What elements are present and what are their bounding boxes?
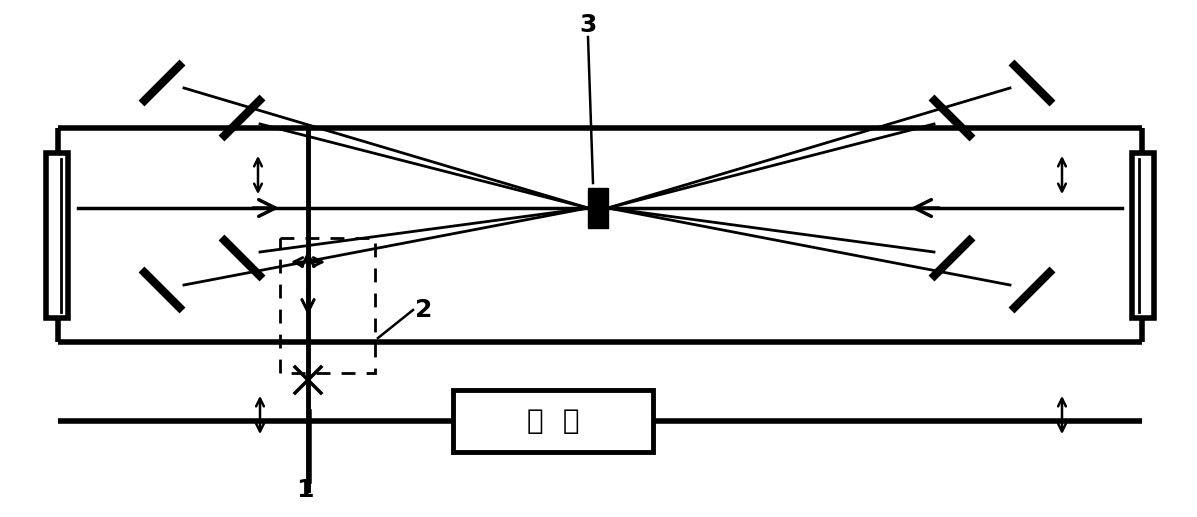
Text: 1: 1	[296, 478, 314, 502]
Text: 2: 2	[415, 298, 432, 322]
Bar	[452, 390, 654, 452]
Bar	[1132, 153, 1154, 317]
Bar	[588, 188, 608, 228]
Text: 泵  浦: 泵 浦	[527, 407, 579, 435]
Bar	[280, 238, 375, 373]
Bar	[45, 153, 68, 317]
Text: 3: 3	[579, 13, 596, 37]
